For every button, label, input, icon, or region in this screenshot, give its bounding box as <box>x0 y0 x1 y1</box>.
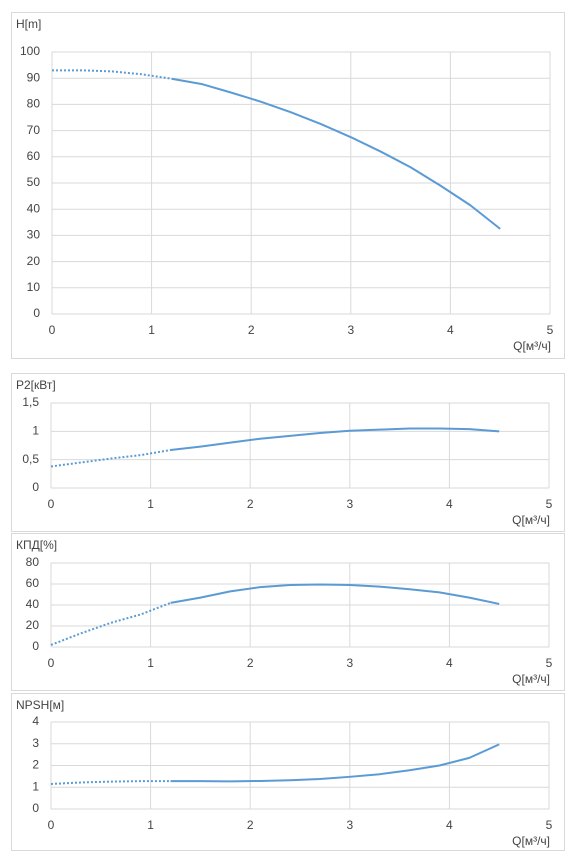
y-tick-label: 0 <box>33 306 40 320</box>
series-line <box>170 743 500 783</box>
x-tick-label: 4 <box>446 818 453 832</box>
x-tick-label: 5 <box>546 818 553 832</box>
x-axis-label: Q[м³/ч] <box>512 834 550 848</box>
series-line <box>171 77 501 230</box>
y-axis-label: H[m] <box>16 17 41 31</box>
y-axis-label: КПД[%] <box>16 538 57 552</box>
y-tick-label: 60 <box>27 149 41 163</box>
x-tick-label: 2 <box>247 497 254 511</box>
y-tick-label: 100 <box>20 44 40 58</box>
y-tick-label: 0 <box>32 801 39 815</box>
x-tick-label: 0 <box>48 497 55 511</box>
series-line <box>50 601 171 646</box>
y-tick-label: 40 <box>26 597 40 611</box>
series-line <box>52 69 172 80</box>
y-tick-label: 10 <box>27 280 41 294</box>
y-tick-label: 20 <box>26 618 40 632</box>
y-tick-label: 80 <box>27 97 41 111</box>
x-tick-label: 5 <box>547 323 554 337</box>
x-axis-label: Q[м³/ч] <box>513 339 551 353</box>
chart-frame <box>11 373 565 532</box>
x-tick-label: 3 <box>346 818 353 832</box>
y-tick-label: 1,5 <box>22 395 39 409</box>
chart-frame <box>11 533 565 691</box>
y-tick-label: 4 <box>32 714 39 728</box>
series-line <box>50 780 171 785</box>
x-tick-label: 5 <box>546 656 553 670</box>
y-tick-label: 0 <box>32 639 39 653</box>
x-axis-label: Q[м³/ч] <box>512 672 550 686</box>
x-tick-label: 1 <box>147 497 154 511</box>
y-tick-label: 70 <box>27 123 41 137</box>
x-tick-label: 4 <box>447 323 454 337</box>
x-tick-label: 0 <box>48 818 55 832</box>
y-tick-label: 40 <box>27 201 41 215</box>
y-tick-label: 3 <box>32 736 39 750</box>
y-tick-label: 2 <box>32 758 39 772</box>
y-tick-label: 30 <box>27 228 41 242</box>
x-tick-label: 2 <box>248 323 255 337</box>
y-tick-label: 60 <box>26 576 40 590</box>
y-axis-label: NPSH[м] <box>16 698 64 712</box>
x-tick-label: 2 <box>247 656 254 670</box>
y-tick-label: 90 <box>27 70 41 84</box>
x-tick-label: 2 <box>247 818 254 832</box>
x-tick-label: 4 <box>446 656 453 670</box>
x-axis-label: Q[м³/ч] <box>512 513 550 527</box>
chart-frame <box>11 693 565 851</box>
x-tick-label: 0 <box>49 323 56 337</box>
x-tick-label: 1 <box>148 323 155 337</box>
series-line <box>170 427 500 452</box>
y-tick-label: 1 <box>32 424 39 438</box>
x-tick-label: 4 <box>446 497 453 511</box>
y-tick-label: 50 <box>27 175 41 189</box>
x-tick-label: 1 <box>147 656 154 670</box>
y-tick-label: 80 <box>26 555 40 569</box>
y-tick-label: 20 <box>27 254 41 268</box>
y-tick-label: 0,5 <box>22 452 39 466</box>
y-axis-label: P2[кВт] <box>16 378 56 392</box>
x-tick-label: 3 <box>347 323 354 337</box>
x-tick-label: 5 <box>546 497 553 511</box>
series-line <box>170 583 500 605</box>
x-tick-label: 3 <box>346 497 353 511</box>
series-line <box>50 449 171 468</box>
y-tick-label: 0 <box>32 480 39 494</box>
x-tick-label: 1 <box>147 818 154 832</box>
x-tick-label: 0 <box>48 656 55 670</box>
chart-frame <box>11 12 565 359</box>
y-tick-label: 1 <box>32 779 39 793</box>
x-tick-label: 3 <box>346 656 353 670</box>
